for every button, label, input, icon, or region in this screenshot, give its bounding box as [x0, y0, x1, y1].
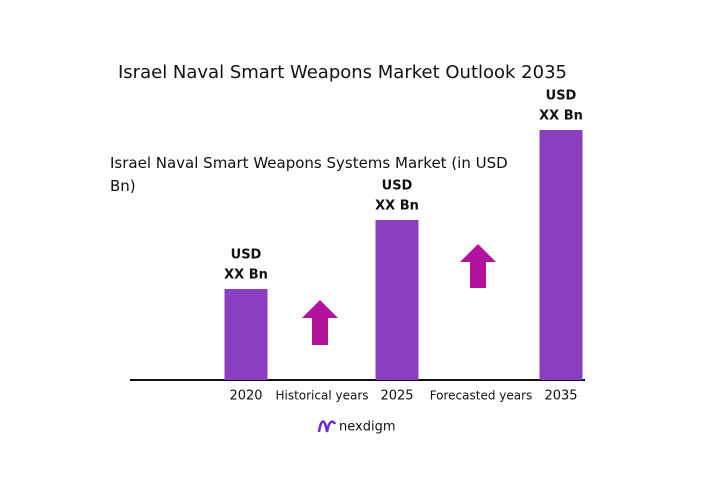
bar — [375, 220, 419, 380]
value-label: USD — [546, 89, 577, 104]
arrow-up — [302, 300, 338, 345]
logo-text: nexdigm — [339, 420, 395, 435]
value-label: USD — [231, 248, 262, 263]
bar — [539, 130, 583, 380]
value-label: XX Bn — [375, 199, 419, 214]
x-tick-label: 2025 — [380, 389, 413, 404]
arrow-up — [460, 244, 496, 288]
annotation: Forecasted years — [430, 389, 533, 403]
title: Israel Naval Smart Weapons Market Outloo… — [118, 62, 567, 83]
logo-icon — [317, 420, 337, 433]
annotation: Historical years — [275, 389, 368, 403]
bar — [224, 289, 268, 380]
subtitle: Israel Naval Smart Weapons Systems Marke… — [110, 154, 508, 195]
x-tick-label: 2035 — [544, 389, 577, 404]
value-label: USD — [382, 179, 413, 194]
value-label: XX Bn — [539, 109, 583, 124]
value-label: XX Bn — [224, 268, 268, 283]
x-tick-label: 2020 — [229, 389, 262, 404]
